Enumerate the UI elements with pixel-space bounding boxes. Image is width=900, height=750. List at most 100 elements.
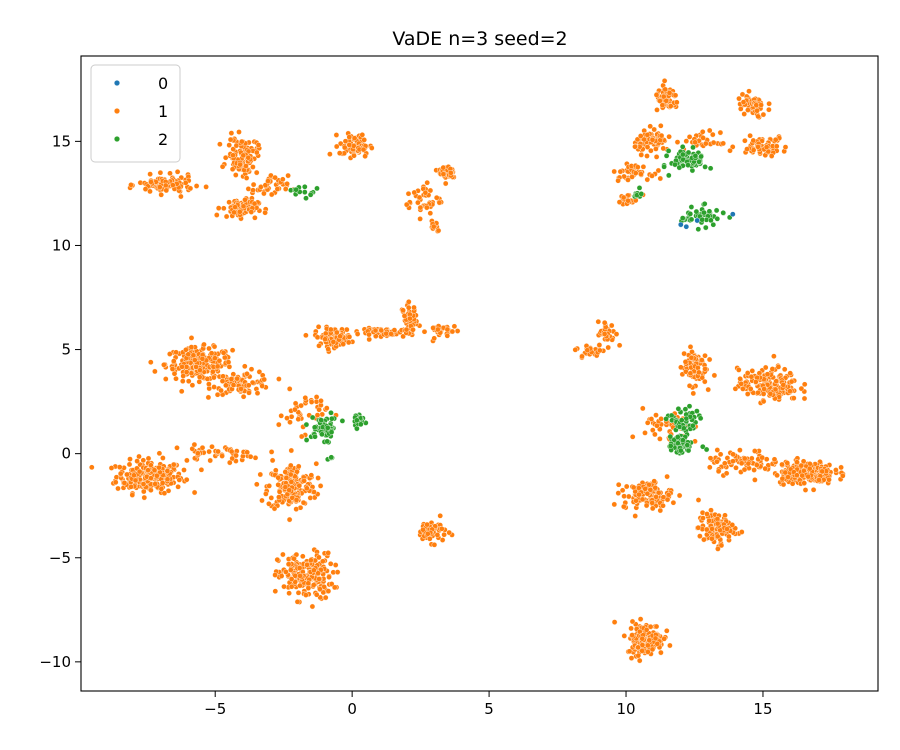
point-series-1 <box>644 490 651 497</box>
point-series-1 <box>653 494 659 500</box>
point-series-1 <box>801 381 808 388</box>
point-series-2 <box>318 417 325 424</box>
y-tick-label: 0 <box>61 445 71 463</box>
point-series-1 <box>226 142 232 148</box>
point-series-1 <box>715 546 721 552</box>
point-series-1 <box>819 468 826 475</box>
point-series-1 <box>326 574 332 580</box>
y-tick-label: −10 <box>39 653 71 671</box>
point-series-2 <box>684 442 691 448</box>
point-series-2 <box>307 191 314 198</box>
point-series-1 <box>148 475 154 481</box>
point-series-1 <box>730 451 736 458</box>
point-series-1 <box>403 326 410 333</box>
point-series-1 <box>400 333 406 340</box>
point-series-1 <box>171 370 178 377</box>
point-series-1 <box>317 586 323 592</box>
x-tick-label: 0 <box>347 700 357 718</box>
point-series-1 <box>281 583 287 590</box>
point-series-2 <box>661 163 667 170</box>
point-series-1 <box>285 172 291 179</box>
point-series-1 <box>153 472 160 479</box>
point-series-1 <box>219 453 225 459</box>
point-series-1 <box>689 349 695 355</box>
point-series-1 <box>243 163 249 169</box>
point-series-1 <box>333 143 340 150</box>
point-series-1 <box>649 646 656 653</box>
point-series-1 <box>228 376 235 382</box>
point-series-1 <box>647 123 654 130</box>
point-series-1 <box>438 526 445 532</box>
point-series-1 <box>145 467 151 474</box>
point-series-1 <box>302 394 309 401</box>
point-series-1 <box>758 102 764 108</box>
point-series-1 <box>810 486 817 493</box>
point-series-1 <box>442 180 449 187</box>
point-series-1 <box>315 570 321 577</box>
x-tick-label: 15 <box>753 700 772 718</box>
point-series-1 <box>652 635 659 642</box>
point-series-2 <box>665 148 672 154</box>
point-series-1 <box>164 468 171 474</box>
point-series-2 <box>706 208 713 215</box>
point-series-1 <box>189 382 196 389</box>
point-series-1 <box>621 503 627 510</box>
point-series-1 <box>840 472 846 479</box>
point-series-2 <box>720 209 727 216</box>
legend-marker-0 <box>113 79 120 86</box>
point-series-1 <box>345 339 352 346</box>
point-series-1 <box>654 641 661 647</box>
point-series-1 <box>207 457 213 464</box>
point-series-2 <box>667 433 674 440</box>
point-series-1 <box>190 352 197 359</box>
point-series-1 <box>368 145 375 151</box>
point-series-2 <box>675 405 682 412</box>
point-series-2 <box>714 215 721 222</box>
point-series-1 <box>787 388 793 395</box>
point-series-1 <box>276 488 283 495</box>
point-series-1 <box>156 464 162 471</box>
point-series-1 <box>343 326 350 333</box>
point-series-1 <box>687 370 694 377</box>
point-series-1 <box>313 398 320 405</box>
point-series-1 <box>196 374 203 380</box>
y-tick-label: 15 <box>52 132 71 150</box>
point-series-1 <box>308 472 315 479</box>
point-series-1 <box>653 92 660 98</box>
point-series-1 <box>211 374 217 381</box>
point-series-1 <box>649 505 656 512</box>
point-series-1 <box>327 151 333 157</box>
point-series-1 <box>763 144 770 150</box>
point-series-1 <box>165 487 172 494</box>
point-series-1 <box>616 199 623 205</box>
point-series-1 <box>178 388 185 395</box>
point-series-1 <box>291 555 297 562</box>
point-series-2 <box>324 438 331 445</box>
point-series-1 <box>766 100 772 107</box>
point-series-1 <box>645 642 651 649</box>
point-series-1 <box>167 170 173 177</box>
point-series-1 <box>773 378 780 385</box>
point-series-1 <box>695 364 701 371</box>
point-series-1 <box>715 468 722 475</box>
point-series-2 <box>680 437 686 444</box>
point-series-1 <box>354 331 361 337</box>
point-series-2 <box>713 207 720 214</box>
point-series-1 <box>275 421 282 428</box>
point-series-1 <box>444 326 451 333</box>
point-series-1 <box>704 511 710 517</box>
point-series-1 <box>179 363 185 370</box>
point-series-1 <box>233 452 239 459</box>
point-series-1 <box>403 201 410 208</box>
point-series-1 <box>746 88 752 94</box>
point-series-1 <box>767 390 774 397</box>
point-series-1 <box>601 319 608 326</box>
point-series-1 <box>695 524 702 531</box>
point-series-1 <box>238 138 245 145</box>
point-series-1 <box>780 381 787 388</box>
point-series-1 <box>311 489 317 495</box>
point-series-1 <box>116 464 123 470</box>
point-series-1 <box>242 196 248 203</box>
point-series-1 <box>826 476 832 483</box>
point-series-1 <box>176 477 183 483</box>
